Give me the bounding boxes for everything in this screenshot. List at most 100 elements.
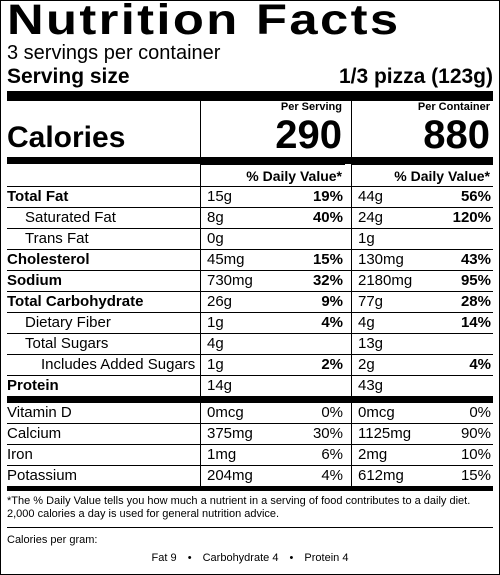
divider-calories: [7, 157, 493, 164]
divider-footnote: [7, 486, 493, 491]
per-container-cell: 1g: [351, 229, 493, 249]
nutrient-name: Dietary Fiber: [25, 314, 111, 331]
daily-value-percent: 9%: [321, 293, 343, 310]
per-container-cell: 4g 14%: [351, 313, 493, 333]
per-serving-cell: 1g 2%: [200, 355, 345, 375]
daily-value-header-container: % Daily Value*: [351, 164, 493, 186]
per-container-cell: 43g: [351, 376, 493, 396]
daily-value-percent: 4%: [321, 314, 343, 331]
daily-value-percent: [491, 229, 493, 249]
amount: 8g: [207, 209, 224, 226]
per-container-cell: 24g 120%: [351, 208, 493, 228]
daily-value-percent: [343, 334, 345, 354]
nutrient-name: Sodium: [7, 272, 62, 289]
nutrient-name: Calcium: [7, 425, 62, 442]
per-container-cell: 13g: [351, 334, 493, 354]
calories-per-serving: 290: [275, 113, 342, 157]
per-serving-cell: 204mg 4%: [200, 466, 345, 486]
daily-value-percent: 6%: [321, 446, 343, 463]
fat-per-gram: Fat 9: [151, 552, 177, 564]
nutrient-name: Saturated Fat: [25, 209, 116, 226]
nutrient-name: Total Fat: [7, 188, 69, 205]
daily-value-percent: 15%: [460, 467, 491, 484]
per-serving-cell: 0mcg 0%: [200, 403, 345, 423]
nutrient-row: Dietary Fiber 1g 4% 4g 14%: [7, 312, 493, 333]
amount: 730mg: [207, 272, 253, 289]
footnote: *The % Daily Value tells you how much a …: [7, 495, 471, 520]
per-container-cell: 2mg 10%: [351, 445, 493, 465]
daily-value-percent: 120%: [452, 209, 491, 226]
amount: 43g: [358, 377, 384, 394]
separator-dot: •: [187, 552, 192, 564]
divider-thick: [7, 91, 493, 101]
nutrient-name: Includes Added Sugars: [41, 356, 196, 373]
daily-value-percent: 40%: [312, 209, 343, 226]
amount: 1g: [358, 230, 375, 247]
serving-size-label: Serving size: [7, 65, 130, 88]
per-container-cell: 44g 56%: [351, 187, 493, 207]
daily-value-percent: 4%: [321, 467, 343, 484]
vitamin-row: Iron 1mg 6% 2mg 10%: [7, 444, 493, 465]
per-serving-cell: 1mg 6%: [200, 445, 345, 465]
daily-value-percent: [491, 334, 493, 354]
calories-label: Calories: [7, 121, 126, 154]
daily-value-percent: 95%: [460, 272, 491, 289]
amount: 375mg: [207, 425, 253, 442]
per-serving-header: Per Serving: [280, 101, 342, 113]
amount: 204mg: [207, 467, 253, 484]
nutrient-name: Potassium: [7, 467, 78, 484]
nutrient-name: Cholesterol: [7, 251, 90, 268]
divider-vitamins: [7, 396, 493, 403]
daily-value-percent: 90%: [460, 425, 491, 442]
nutrient-row: Trans Fat 0g 1g: [7, 228, 493, 249]
amount: 13g: [358, 335, 384, 352]
daily-value-percent: 0%: [321, 404, 343, 421]
per-container-cell: 1125mg 90%: [351, 424, 493, 444]
amount: 0mcg: [358, 404, 395, 421]
daily-value-percent: [343, 376, 345, 396]
daily-value-percent: 30%: [312, 425, 343, 442]
daily-value-percent: 4%: [469, 356, 491, 373]
nutrient-row: Total Sugars 4g 13g: [7, 333, 493, 354]
daily-value-percent: 56%: [460, 188, 491, 205]
vitamin-row: Calcium 375mg 30% 1125mg 90%: [7, 423, 493, 444]
serving-size-row: Serving size 1/3 pizza (123g): [7, 65, 493, 89]
per-container-cell: 130mg 43%: [351, 250, 493, 270]
daily-value-percent: [343, 229, 345, 249]
per-container-cell: 77g 28%: [351, 292, 493, 312]
nutrient-row: Sodium 730mg 32% 2180mg 95%: [7, 270, 493, 291]
daily-value-percent: [491, 376, 493, 396]
per-serving-cell: 26g 9%: [200, 292, 345, 312]
per-serving-cell: 1g 4%: [200, 313, 345, 333]
amount: 1mg: [207, 446, 237, 463]
daily-value-header-serving: % Daily Value*: [200, 164, 345, 186]
vitamin-row: Vitamin D 0mcg 0% 0mcg 0%: [7, 403, 493, 423]
vitamin-table: Vitamin D 0mcg 0% 0mcg 0% Calcium 375mg 30% 1125…: [7, 403, 493, 486]
per-container-cell: 2g 4%: [351, 355, 493, 375]
label-title: Nutrition Facts: [7, 0, 401, 44]
nutrient-name: Total Carbohydrate: [7, 293, 144, 310]
nutrient-row: Protein 14g 43g: [7, 375, 493, 396]
per-container-cell: 612mg 15%: [351, 466, 493, 486]
per-container-header: Per Container: [417, 101, 490, 113]
per-serving-cell: 15g 19%: [200, 187, 345, 207]
daily-value-percent: 14%: [460, 314, 491, 331]
serving-size-value: 1/3 pizza (123g): [338, 65, 493, 88]
calories-per-container-cell: Per Container 880: [351, 101, 493, 157]
amount: 2mg: [358, 446, 388, 463]
nutrient-row: Cholesterol 45mg 15% 130mg 43%: [7, 249, 493, 270]
amount: 2180mg: [358, 272, 413, 289]
amount: 14g: [207, 377, 233, 394]
amount: 26g: [207, 293, 233, 310]
calories-per-gram-label: Calories per gram:: [7, 534, 98, 546]
amount: 2g: [358, 356, 375, 373]
amount: 4g: [207, 335, 224, 352]
amount: 77g: [358, 293, 384, 310]
nutrient-row: Total Carbohydrate 26g 9% 77g 28%: [7, 291, 493, 312]
daily-value-percent: 2%: [321, 356, 343, 373]
calories-per-container: 880: [423, 113, 490, 157]
nutrient-name: Total Sugars: [25, 335, 109, 352]
daily-value-percent: 43%: [460, 251, 491, 268]
daily-value-percent: 15%: [312, 251, 343, 268]
